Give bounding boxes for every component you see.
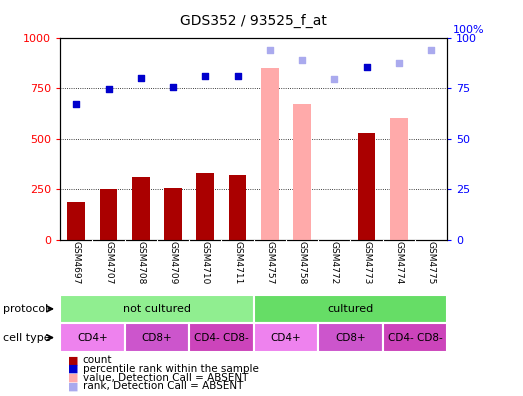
Point <box>169 84 177 90</box>
Text: CD4+: CD4+ <box>270 333 301 343</box>
Text: GSM4711: GSM4711 <box>233 241 242 285</box>
Bar <box>132 177 150 240</box>
Point <box>137 75 145 81</box>
Text: CD4- CD8-: CD4- CD8- <box>194 333 249 343</box>
Bar <box>100 190 117 240</box>
Text: CD4+: CD4+ <box>77 333 108 343</box>
Point <box>266 47 274 53</box>
Text: GSM4697: GSM4697 <box>72 241 81 285</box>
Text: GSM4774: GSM4774 <box>394 241 403 284</box>
Text: value, Detection Call = ABSENT: value, Detection Call = ABSENT <box>83 373 248 383</box>
Text: rank, Detection Call = ABSENT: rank, Detection Call = ABSENT <box>83 381 243 392</box>
Bar <box>261 68 279 240</box>
Text: GDS352 / 93525_f_at: GDS352 / 93525_f_at <box>180 14 327 28</box>
Text: ■: ■ <box>68 373 78 383</box>
Text: cell type: cell type <box>3 333 50 343</box>
Text: ■: ■ <box>68 381 78 392</box>
Text: CD4- CD8-: CD4- CD8- <box>388 333 442 343</box>
Bar <box>229 175 246 240</box>
Point <box>427 47 435 53</box>
Bar <box>67 202 85 240</box>
Point <box>395 60 403 66</box>
Text: GSM4772: GSM4772 <box>330 241 339 284</box>
Point <box>362 64 371 70</box>
Point <box>105 86 113 92</box>
Point <box>330 76 338 82</box>
Bar <box>254 323 318 352</box>
Text: not cultured: not cultured <box>123 304 191 314</box>
Text: GSM4707: GSM4707 <box>104 241 113 285</box>
Bar <box>318 323 383 352</box>
Text: protocol: protocol <box>3 304 48 314</box>
Text: GSM4757: GSM4757 <box>265 241 274 285</box>
Text: count: count <box>83 355 112 366</box>
Bar <box>358 133 376 240</box>
Text: ■: ■ <box>68 355 78 366</box>
Point <box>201 73 209 80</box>
Bar <box>60 295 254 323</box>
Text: percentile rank within the sample: percentile rank within the sample <box>83 364 258 374</box>
Bar <box>164 188 182 240</box>
Bar <box>124 323 189 352</box>
Bar <box>254 295 447 323</box>
Text: GSM4710: GSM4710 <box>201 241 210 285</box>
Text: GSM4758: GSM4758 <box>298 241 306 285</box>
Text: CD8+: CD8+ <box>142 333 172 343</box>
Text: GSM4773: GSM4773 <box>362 241 371 285</box>
Point <box>233 73 242 80</box>
Text: cultured: cultured <box>327 304 373 314</box>
Bar <box>383 323 447 352</box>
Text: ■: ■ <box>68 364 78 374</box>
Text: GSM4708: GSM4708 <box>137 241 145 285</box>
Text: CD8+: CD8+ <box>335 333 366 343</box>
Text: 100%: 100% <box>453 25 484 35</box>
Point <box>298 57 306 63</box>
Bar <box>60 323 124 352</box>
Text: GSM4709: GSM4709 <box>168 241 177 285</box>
Point <box>72 101 81 107</box>
Bar <box>189 323 254 352</box>
Bar <box>293 104 311 240</box>
Text: GSM4775: GSM4775 <box>427 241 436 285</box>
Bar <box>390 118 407 240</box>
Bar <box>197 173 214 240</box>
